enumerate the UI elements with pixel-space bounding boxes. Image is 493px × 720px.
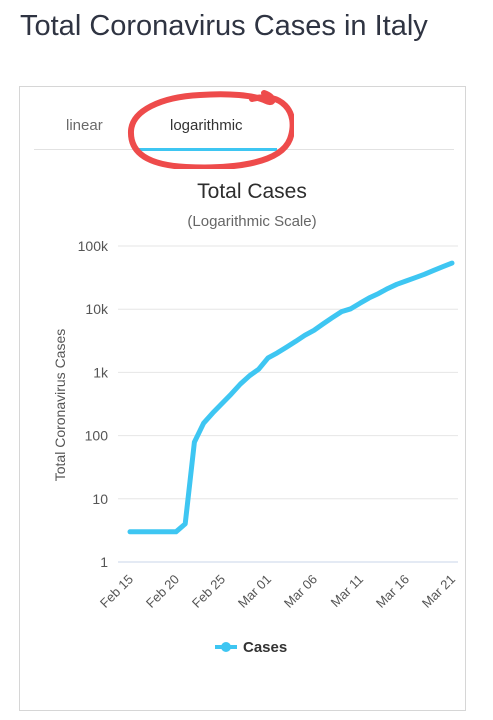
legend-label: Cases [243, 639, 287, 656]
y-tick-label: 100k [78, 238, 109, 254]
x-tick-label: Feb 20 [143, 572, 182, 611]
page-title: Total Coronavirus Cases in Italy [20, 10, 428, 42]
series-lines [127, 260, 455, 535]
x-tick-label: Feb 15 [97, 572, 136, 611]
chart-subtitle: (Logarithmic Scale) [187, 213, 316, 230]
chart-card: linear logarithmic [19, 86, 466, 711]
y-axis-ticks: 1 10 100 1k 10k 100k [78, 238, 109, 570]
y-tick-label: 10 [92, 491, 108, 507]
x-tick-label: Mar 16 [373, 572, 412, 611]
legend[interactable]: Cases [215, 639, 287, 656]
x-tick-label: Mar 21 [419, 572, 458, 611]
series-line-cases [127, 260, 455, 535]
x-axis-ticks: Feb 15 Feb 20 Feb 25 Mar 01 Mar 06 Mar 11 Mar … [97, 572, 458, 611]
grid [118, 245, 458, 563]
y-tick-label: 100 [85, 428, 109, 444]
legend-swatch-dot [221, 642, 231, 652]
y-tick-label: 1 [100, 554, 108, 570]
y-tick-label: 1k [93, 364, 109, 380]
y-tick-label: 10k [85, 301, 109, 317]
tab-linear[interactable]: linear [66, 117, 103, 134]
x-tick-label: Mar 11 [328, 572, 367, 611]
x-tick-label: Mar 06 [281, 572, 320, 611]
x-tick-label: Mar 01 [235, 572, 274, 611]
chart-title: Total Cases [197, 180, 307, 203]
x-tick-label: Feb 25 [189, 572, 228, 611]
y-axis-label: Total Coronavirus Cases [52, 329, 68, 482]
